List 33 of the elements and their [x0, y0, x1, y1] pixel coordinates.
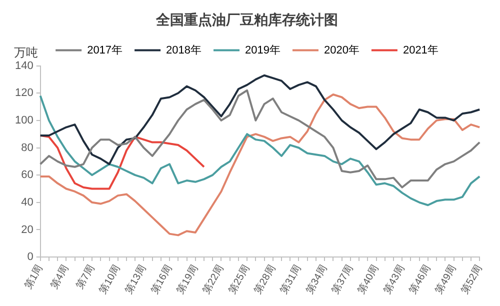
legend-label: 2019年 [245, 44, 280, 56]
y-tick-label: 120 [14, 87, 34, 100]
x-tick-label: 第1周 [22, 262, 46, 292]
x-tick-label: 第16周 [148, 262, 175, 296]
legend-label: 2018年 [166, 44, 202, 56]
x-tick-label: 第7周 [74, 262, 98, 292]
y-tick-label: 100 [14, 114, 34, 126]
legend-label: 2021年 [402, 44, 438, 56]
y-tick-label: 60 [21, 169, 34, 182]
x-tick-label: 第46周 [406, 262, 433, 296]
y-tick-label: 80 [21, 142, 34, 154]
y-tick-label: 40 [21, 196, 34, 208]
y-tick-label: 0 [27, 251, 34, 264]
y-tick-label: 140 [14, 60, 34, 72]
x-tick-label: 第52周 [458, 262, 485, 296]
x-tick-label: 第10周 [96, 262, 123, 296]
chart-title: 全国重点油厂豆粕库存统计图 [155, 11, 338, 28]
x-tick-label: 第13周 [122, 262, 149, 296]
legend-label: 2020年 [324, 44, 360, 56]
x-tick-label: 第37周 [329, 262, 356, 296]
legend-label: 2017年 [87, 44, 123, 56]
y-axis-title: 万吨 [14, 46, 38, 60]
x-tick-label: 第40周 [355, 262, 382, 296]
x-tick-label: 第43周 [381, 262, 408, 296]
x-tick-label: 第25周 [226, 262, 252, 296]
x-tick-label: 第4周 [48, 262, 72, 292]
x-tick-label: 第34周 [304, 262, 330, 296]
x-tick-label: 第31周 [278, 262, 304, 296]
y-tick-label: 20 [21, 224, 34, 236]
x-tick-label: 第22周 [200, 262, 226, 296]
x-tick-label: 第28周 [252, 262, 278, 296]
x-tick-label: 第19周 [174, 262, 200, 296]
x-tick-label: 第49周 [432, 262, 459, 296]
